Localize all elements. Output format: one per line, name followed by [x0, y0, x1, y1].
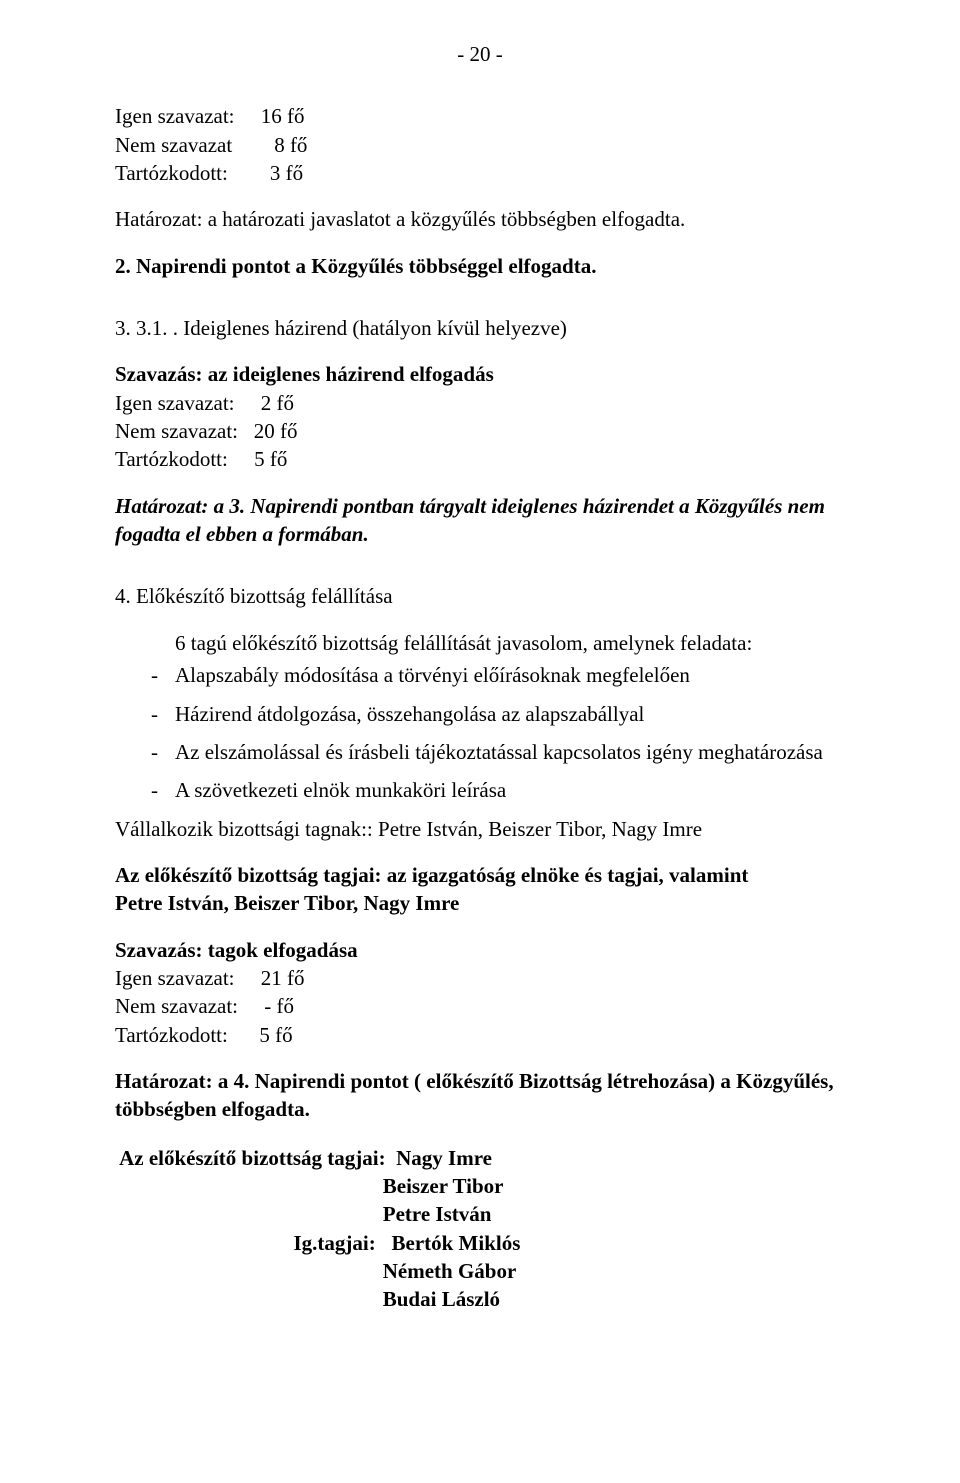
vote1-yes: Igen szavazat: 16 fő	[115, 102, 845, 130]
dash-icon: -	[151, 776, 175, 804]
vote3-yes: Igen szavazat: 21 fő	[115, 964, 845, 992]
vote1-abstain-label: Tartózkodott:	[115, 161, 228, 185]
vote3-abstain: Tartózkodott: 5 fő	[115, 1021, 845, 1049]
volunteer-line: Vállalkozik bizottsági tagnak:: Petre Is…	[115, 815, 845, 843]
vote2-no-value: 20 fő	[254, 419, 298, 443]
list-item-text: A szövetkezeti elnök munkaköri leírása	[175, 778, 506, 802]
page-number: - 20 -	[115, 40, 845, 68]
list-item: -Házirend átdolgozása, összehangolása az…	[115, 700, 845, 728]
names-line-3: Petre István	[115, 1200, 845, 1228]
resolution-1: Határozat: a határozati javaslatot a köz…	[115, 205, 845, 233]
list-item: -Az elszámolással és írásbeli tájékoztat…	[115, 738, 845, 766]
section-4-title: 4. Előkészítő bizottság felállítása	[115, 582, 845, 610]
committee-block: Az előkészítő bizottság tagjai: az igazg…	[115, 861, 845, 918]
list-item: -Alapszabály módosítása a törvényi előír…	[115, 661, 845, 689]
names-line-4: Ig.tagjai: Bertók Miklós	[115, 1229, 845, 1257]
names-line-6: Budai László	[115, 1285, 845, 1313]
committee-line-2: Petre István, Beiszer Tibor, Nagy Imre	[115, 889, 845, 917]
vote3-yes-label: Igen szavazat:	[115, 966, 235, 990]
vote2-abstain-value: 5 fő	[254, 447, 287, 471]
vote2-no: Nem szavazat: 20 fő	[115, 417, 845, 445]
resolution-3: Határozat: a 3. Napirendi pontban tárgya…	[115, 492, 845, 549]
task-list: -Alapszabály módosítása a törvényi előír…	[115, 661, 845, 804]
vote2-yes-value: 2 fő	[261, 391, 294, 415]
dash-icon: -	[151, 661, 175, 689]
committee-names-block: Az előkészítő bizottság tagjai: Nagy Imr…	[115, 1144, 845, 1314]
vote1-no-label: Nem szavazat	[115, 133, 232, 157]
section-4-intro: 6 tagú előkészítő bizottság felállítását…	[115, 629, 845, 657]
list-item-text: Házirend átdolgozása, összehangolása az …	[175, 702, 644, 726]
vote3-abstain-value: 5 fő	[259, 1023, 292, 1047]
vote1-no-value: 8 fő	[274, 133, 307, 157]
vote3-yes-value: 21 fő	[261, 966, 305, 990]
vote3-no-label: Nem szavazat:	[115, 994, 238, 1018]
names-line-1: Az előkészítő bizottság tagjai: Nagy Imr…	[115, 1144, 845, 1172]
vote3-no-value: - fő	[264, 994, 294, 1018]
vote2-yes-label: Igen szavazat:	[115, 391, 235, 415]
vote2-no-label: Nem szavazat:	[115, 419, 238, 443]
vote-block-3: Szavazás: tagok elfogadása Igen szavazat…	[115, 936, 845, 1049]
vote1-no: Nem szavazat 8 fő	[115, 131, 845, 159]
vote2-caption: Szavazás: az ideiglenes házirend elfogad…	[115, 360, 845, 388]
vote3-caption: Szavazás: tagok elfogadása	[115, 936, 845, 964]
committee-line-1: Az előkészítő bizottság tagjai: az igazg…	[115, 861, 845, 889]
vote-block-2: Szavazás: az ideiglenes házirend elfogad…	[115, 360, 845, 473]
vote2-abstain-label: Tartózkodott:	[115, 447, 228, 471]
names-line-5: Németh Gábor	[115, 1257, 845, 1285]
vote1-yes-value: 16 fő	[261, 104, 305, 128]
dash-icon: -	[151, 700, 175, 728]
vote1-abstain: Tartózkodott: 3 fő	[115, 159, 845, 187]
list-item-text: Az elszámolással és írásbeli tájékoztatá…	[175, 740, 823, 764]
dash-icon: -	[151, 738, 175, 766]
list-item-text: Alapszabály módosítása a törvényi előírá…	[175, 663, 690, 687]
list-item: -A szövetkezeti elnök munkaköri leírása	[115, 776, 845, 804]
section-31-title: 3. 3.1. . Ideiglenes házirend (hatályon …	[115, 314, 845, 342]
vote3-no: Nem szavazat: - fő	[115, 992, 845, 1020]
vote1-yes-label: Igen szavazat:	[115, 104, 235, 128]
names-line-2: Beiszer Tibor	[115, 1172, 845, 1200]
resolution-2: 2. Napirendi pontot a Közgyűlés többségg…	[115, 252, 845, 280]
vote-block-1: Igen szavazat: 16 fő Nem szavazat 8 fő T…	[115, 102, 845, 187]
vote2-yes: Igen szavazat: 2 fő	[115, 389, 845, 417]
vote3-abstain-label: Tartózkodott:	[115, 1023, 228, 1047]
vote2-abstain: Tartózkodott: 5 fő	[115, 445, 845, 473]
resolution-4: Határozat: a 4. Napirendi pontot ( előké…	[115, 1067, 845, 1124]
vote1-abstain-value: 3 fő	[270, 161, 303, 185]
